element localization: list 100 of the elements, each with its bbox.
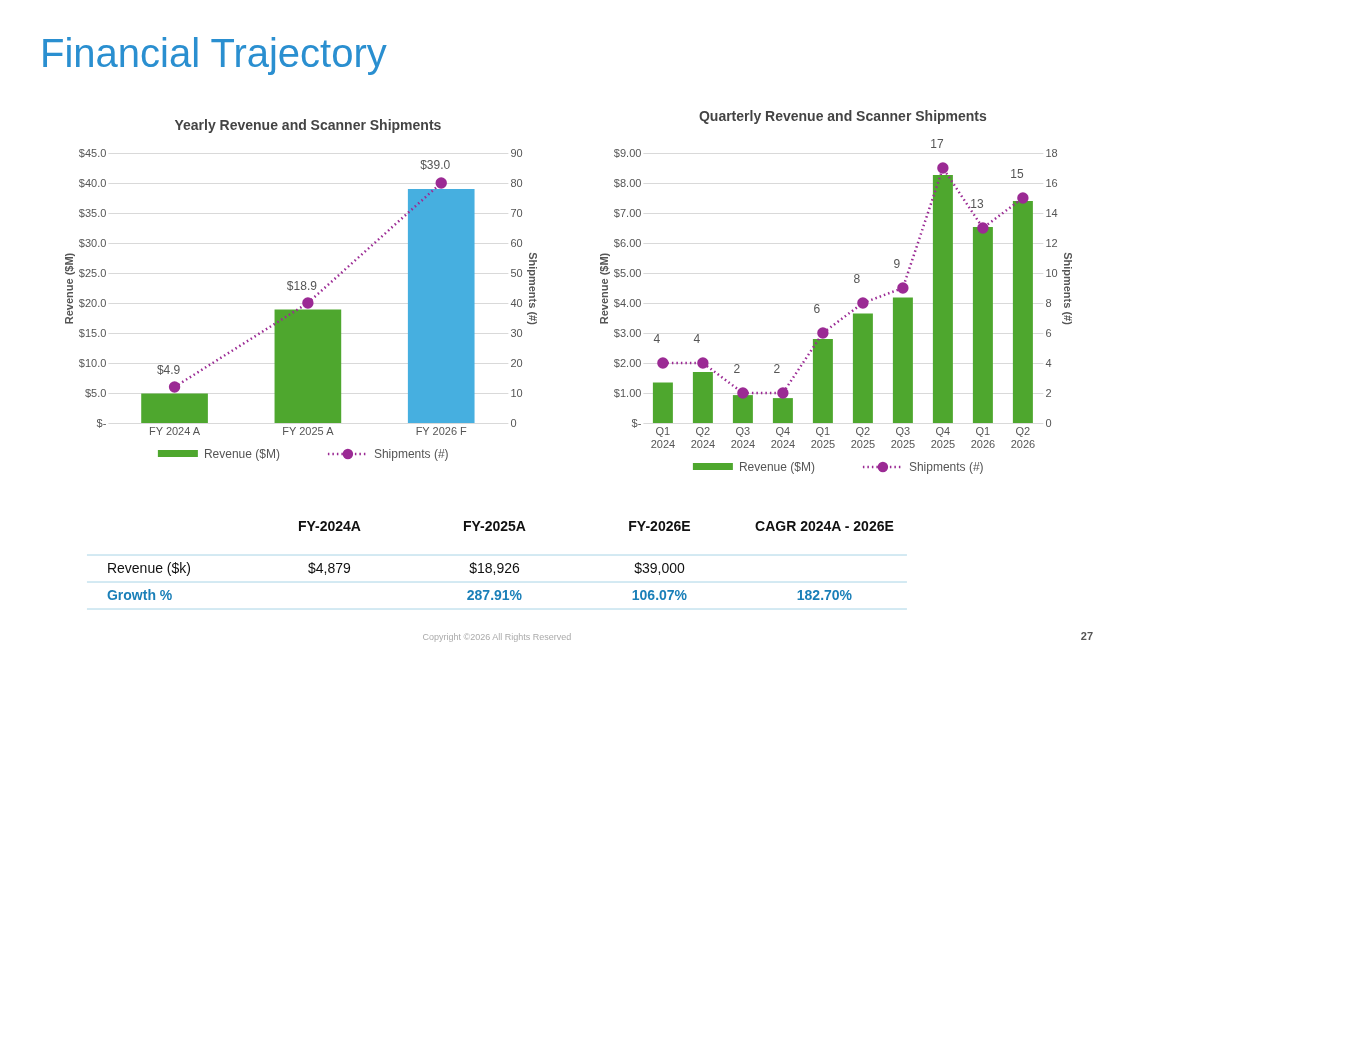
category-label: Revenue ($k)	[106, 560, 191, 576]
category-label: Growth %	[106, 587, 173, 603]
x-tick-label: FY 2025 A	[282, 424, 335, 437]
y2-tick-label: 2	[1045, 386, 1052, 399]
point	[302, 297, 314, 309]
bar	[932, 174, 953, 423]
category-label: FY-2026E	[628, 518, 691, 534]
point	[435, 177, 447, 189]
x-tick-label: Q3 2024	[730, 424, 756, 450]
y-tick-label: $20.0	[78, 296, 107, 309]
y2-tick-label: 80	[510, 176, 523, 189]
y2-tick-label: 12	[1045, 236, 1058, 249]
bar	[407, 189, 475, 423]
x-tick-label: FY 2026 F	[415, 424, 468, 437]
chart-title: Quarterly Revenue and Scanner Shipments	[698, 108, 988, 124]
bar	[972, 227, 993, 423]
data-label: $18.9	[286, 278, 318, 293]
data-label: 13	[970, 197, 984, 211]
y-tick-label: $8.00	[613, 176, 642, 189]
text: $18,926	[469, 560, 520, 576]
bar	[852, 313, 873, 423]
y-tick-label: $5.00	[613, 266, 642, 279]
y-tick-label: $-	[631, 416, 642, 429]
text: $39,000	[634, 560, 685, 576]
y-tick-label: $15.0	[78, 326, 107, 339]
point	[937, 162, 949, 174]
y-tick-label: $7.00	[613, 206, 642, 219]
y2-tick-label: 90	[510, 146, 523, 159]
y-tick-label: $1.00	[613, 386, 642, 399]
data-label: 17	[930, 137, 944, 151]
category-label: CAGR 2024A - 2026E	[755, 518, 894, 534]
category-label: FY-2024A	[297, 518, 361, 534]
y-axis-title: Revenue ($M)	[597, 252, 610, 325]
point	[817, 327, 829, 339]
y-tick-label: $35.0	[78, 206, 107, 219]
x-tick-label: Q2 2026	[1010, 424, 1036, 450]
y-tick-label: $9.00	[613, 146, 642, 159]
legend-label: Revenue ($M)	[203, 447, 280, 461]
y2-tick-label: 30	[510, 326, 523, 339]
y-tick-label: $45.0	[78, 146, 107, 159]
y2-tick-label: 6	[1045, 326, 1052, 339]
point	[977, 222, 989, 234]
bar	[141, 393, 208, 423]
legend-label: Shipments (#)	[908, 460, 984, 474]
y2-tick-label: 18	[1045, 146, 1058, 159]
y-tick-label: $6.00	[613, 236, 642, 249]
chart-title: Yearly Revenue and Scanner Shipments	[174, 117, 442, 133]
y-tick-label: $10.0	[78, 356, 107, 369]
bar	[812, 339, 833, 423]
y2-tick-label: 40	[510, 296, 523, 309]
data-label: 4	[653, 332, 661, 346]
bar	[892, 297, 913, 423]
y-tick-label: $40.0	[78, 176, 107, 189]
data-label: 9	[893, 257, 901, 271]
y2-tick-label: 60	[510, 236, 523, 249]
y-tick-label: $4.00	[613, 296, 642, 309]
data-label: $4.9	[156, 362, 181, 377]
data-label: 15	[1010, 167, 1024, 181]
bar	[772, 398, 793, 423]
x-tick-label: Q3 2025	[890, 424, 916, 450]
y-tick-label: $2.00	[613, 356, 642, 369]
point	[1017, 192, 1029, 204]
x-tick-label: Q2 2025	[850, 424, 876, 450]
y-tick-label: $3.00	[613, 326, 642, 339]
data-label: 8	[853, 272, 861, 286]
bar	[274, 309, 342, 423]
point	[777, 387, 789, 399]
text: 287.91%	[466, 587, 523, 603]
y2-tick-label: 50	[510, 266, 523, 279]
text: Financial Trajectory	[40, 31, 387, 75]
data-label: 2	[733, 362, 741, 376]
y2-tick-label: 0	[1045, 416, 1052, 429]
text: 27	[1080, 630, 1094, 642]
bar	[732, 395, 753, 423]
y2-axis-title: Shipments (#)	[526, 252, 539, 326]
y2-tick-label: 16	[1045, 176, 1058, 189]
x-tick-label: Q4 2025	[930, 424, 956, 450]
x-tick-label: Q1 2026	[970, 424, 996, 450]
data-label: 6	[813, 302, 821, 316]
y-tick-label: $30.0	[78, 236, 107, 249]
y-tick-label: $5.0	[84, 386, 107, 399]
point	[897, 282, 909, 294]
point	[857, 297, 869, 309]
text: 106.07%	[631, 587, 688, 603]
y2-tick-label: 4	[1045, 356, 1052, 369]
text: 182.70%	[796, 587, 853, 603]
x-tick-label: Q4 2024	[770, 424, 796, 450]
data-label: 2	[773, 362, 781, 376]
y2-tick-label: 8	[1045, 296, 1052, 309]
x-tick-label: FY 2024 A	[148, 424, 201, 437]
legend-label: Shipments (#)	[373, 447, 449, 461]
y2-tick-label: 10	[510, 386, 523, 399]
bar	[692, 372, 713, 423]
y2-tick-label: 14	[1045, 206, 1058, 219]
y-tick-label: $25.0	[78, 266, 107, 279]
point	[697, 357, 709, 369]
data-label: 4	[693, 332, 701, 346]
x-tick-label: Q1 2024	[650, 424, 676, 450]
bar	[1012, 201, 1033, 423]
y2-axis-title: Shipments (#)	[1061, 252, 1074, 326]
